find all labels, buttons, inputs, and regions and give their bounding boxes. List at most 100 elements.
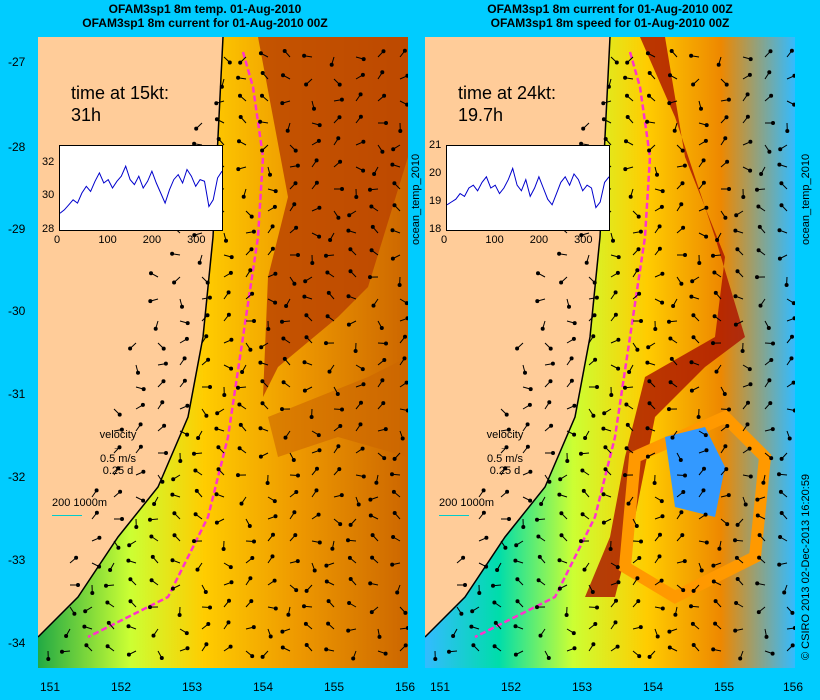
current-arrow-head: [625, 422, 630, 427]
current-arrow-head: [634, 524, 639, 528]
current-arrow-head: [161, 346, 166, 351]
current-arrow-head: [646, 345, 651, 350]
current-arrow-head: [614, 598, 618, 603]
lat-tick: -30: [8, 304, 26, 318]
current-arrow-head: [304, 82, 309, 87]
current-arrow-head: [679, 202, 684, 207]
current-arrow-head: [284, 304, 289, 308]
right-vector-field: [433, 48, 795, 661]
current-arrow-head: [97, 564, 102, 569]
current-arrow-head: [241, 194, 246, 199]
current-arrow-head: [164, 451, 168, 455]
left-warm-core: [258, 37, 408, 397]
current-arrow-head: [402, 48, 407, 53]
current-arrow-head: [691, 335, 696, 340]
current-arrow-head: [548, 346, 553, 351]
lon-tick: 155: [714, 680, 735, 694]
current-arrow-head: [258, 51, 263, 56]
current-arrow-head: [222, 393, 227, 397]
current-arrow-head: [681, 588, 686, 593]
current-arrow-head: [151, 633, 156, 638]
current-arrow-head: [667, 645, 672, 650]
current-arrow-head: [582, 567, 587, 572]
current-arrow-head: [680, 533, 685, 538]
current-arrow-head: [216, 467, 221, 472]
current-arrow-head: [571, 631, 576, 636]
current-arrow-head: [747, 446, 752, 451]
current-arrow-head: [515, 577, 520, 582]
left-time-line2: 31h: [71, 105, 102, 125]
current-arrow-head: [770, 651, 775, 656]
current-arrow-head: [740, 349, 745, 353]
current-arrow-head: [691, 82, 696, 87]
inset-xtick: 300: [187, 234, 206, 246]
current-arrow-head: [682, 559, 687, 564]
current-arrow-head: [470, 609, 475, 614]
current-arrow-head: [214, 117, 219, 122]
current-arrow-head: [270, 246, 275, 251]
current-arrow-head: [337, 82, 342, 87]
current-arrow-head: [645, 426, 650, 431]
current-arrow-head: [384, 121, 388, 125]
current-arrow-head: [330, 546, 335, 551]
current-arrow-head: [390, 256, 395, 261]
current-arrow-head: [660, 606, 665, 611]
current-arrow-head: [249, 599, 254, 604]
current-arrow-head: [564, 613, 569, 617]
current-arrow-head: [119, 427, 124, 432]
current-arrow-head: [384, 341, 388, 346]
current-arrow-head: [680, 148, 685, 153]
current-arrow-head: [314, 180, 319, 185]
current-arrow-head: [214, 426, 219, 431]
current-arrow-head: [557, 251, 562, 256]
current-arrow-head: [317, 123, 322, 128]
current-arrow-head: [735, 269, 740, 274]
current-arrow-head: [652, 481, 657, 485]
current-arrow-head: [292, 281, 297, 286]
current-arrow-head: [506, 427, 511, 432]
current-arrow-head: [270, 224, 275, 229]
current-arrow-head: [184, 336, 189, 341]
current-arrow-head: [368, 581, 373, 586]
current-arrow-head: [185, 432, 190, 437]
current-arrow-head: [170, 586, 175, 591]
current-arrow-head: [369, 610, 374, 615]
right-velocity-time: 0.25 d: [489, 465, 521, 477]
current-arrow-head: [724, 115, 729, 120]
current-arrow-head: [94, 510, 99, 515]
current-arrow-head: [192, 539, 196, 544]
current-arrow-head: [528, 498, 533, 503]
current-arrow-head: [635, 576, 640, 581]
current-arrow-head: [221, 547, 226, 551]
current-arrow-head: [260, 71, 265, 75]
current-arrow-head: [397, 283, 402, 287]
current-arrow-head: [503, 545, 508, 550]
current-arrow-head: [703, 512, 708, 517]
current-arrow-head: [745, 92, 750, 97]
current-arrow-head: [579, 233, 584, 238]
current-arrow-head: [338, 424, 343, 428]
current-arrow-head: [163, 361, 168, 366]
current-arrow-head: [360, 446, 365, 451]
current-arrow-head: [283, 435, 288, 440]
current-arrow-head: [302, 604, 306, 609]
current-arrow-head: [128, 346, 133, 351]
current-arrow-head: [579, 451, 583, 456]
current-arrow-head: [537, 554, 542, 559]
left-map-panel: time at 15kt: 31h 32 30 28 0 100 200 300 veloc…: [38, 37, 408, 668]
current-arrow-head: [358, 114, 363, 119]
current-arrow-head: [536, 578, 541, 583]
lat-tick: -28: [8, 140, 26, 154]
current-arrow-head: [655, 172, 659, 177]
current-arrow-head: [302, 388, 307, 393]
current-arrow-head: [379, 326, 384, 330]
current-arrow-head: [347, 555, 352, 560]
current-arrow-head: [757, 555, 762, 560]
current-arrow-head: [380, 149, 385, 154]
current-arrow-head: [777, 228, 782, 233]
current-arrow-head: [777, 562, 782, 567]
current-arrow-head: [392, 456, 397, 461]
current-arrow-head: [593, 622, 598, 626]
current-arrow-head: [372, 172, 377, 176]
lon-tick: 153: [572, 680, 593, 694]
